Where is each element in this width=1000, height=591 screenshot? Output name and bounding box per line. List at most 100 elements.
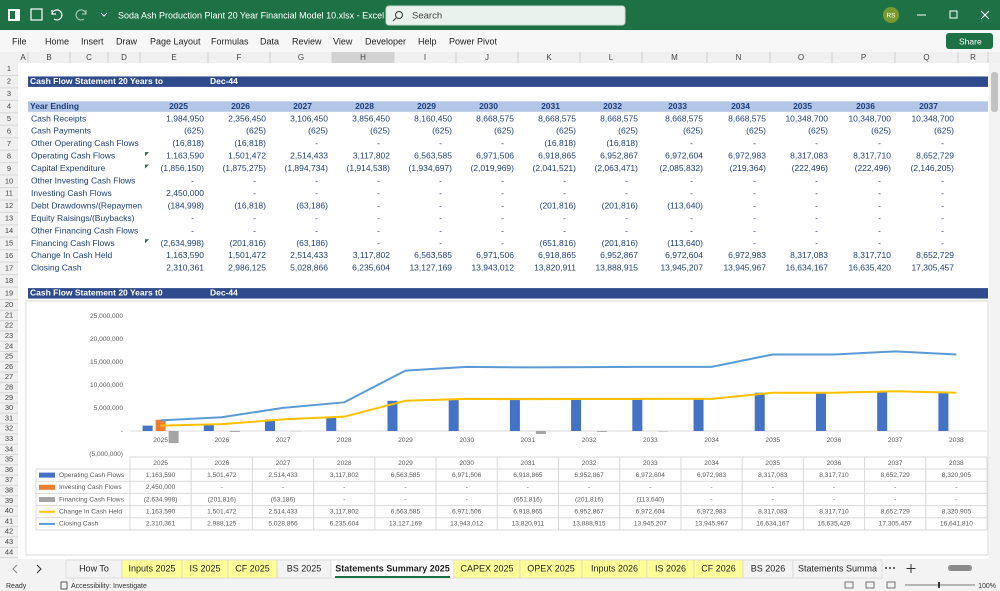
- normal-view[interactable]: [844, 581, 854, 589]
- cell-value[interactable]: (625): [432, 126, 452, 136]
- cell-value[interactable]: (1,856,150): [161, 163, 205, 173]
- cell-value[interactable]: -: [753, 225, 756, 235]
- cell-value[interactable]: 6,952,867: [600, 250, 638, 260]
- cell-value[interactable]: 8,652,729: [916, 151, 954, 161]
- column-header[interactable]: R: [970, 53, 976, 62]
- cell-value[interactable]: (16,818): [172, 138, 204, 148]
- cell-value[interactable]: 13,945,967: [723, 263, 766, 273]
- cell-value[interactable]: -: [377, 225, 380, 235]
- cell-value[interactable]: -: [501, 188, 504, 198]
- tab-scroll-right[interactable]: [36, 564, 42, 574]
- cell-value[interactable]: 3,106,450: [290, 113, 328, 123]
- row-header[interactable]: 36: [5, 465, 13, 474]
- row-header[interactable]: 14: [5, 226, 13, 235]
- row-header[interactable]: 12: [5, 201, 13, 210]
- column-header[interactable]: G: [298, 53, 304, 62]
- cell-value[interactable]: (1,914,538): [347, 163, 391, 173]
- cell-value[interactable]: -: [941, 138, 944, 148]
- cell-value[interactable]: (625): [556, 126, 576, 136]
- quick-access-menu[interactable]: [100, 12, 108, 17]
- cell-value[interactable]: (63,186): [296, 200, 328, 210]
- more-tabs[interactable]: [885, 567, 887, 569]
- cell-value[interactable]: 13,945,207: [660, 263, 703, 273]
- cell-value[interactable]: -: [753, 238, 756, 248]
- cell-value[interactable]: (1,894,734): [285, 163, 329, 173]
- row-header[interactable]: 13: [5, 214, 13, 223]
- cell-value[interactable]: 2,310,361: [166, 263, 204, 273]
- cell-value[interactable]: 13,127,169: [409, 263, 452, 273]
- row-header[interactable]: 3: [7, 89, 11, 98]
- cell-value[interactable]: 1,163,590: [166, 250, 204, 260]
- cell-value[interactable]: -: [878, 138, 881, 148]
- sheet-tab[interactable]: [792, 559, 883, 579]
- cell-value[interactable]: 2,450,000: [166, 188, 204, 198]
- restore-button[interactable]: [949, 10, 958, 19]
- search-box[interactable]: [385, 5, 626, 26]
- cell-value[interactable]: -: [501, 138, 504, 148]
- row-header[interactable]: 40: [5, 506, 13, 515]
- cell-value[interactable]: 8,317,083: [790, 151, 828, 161]
- cell-value[interactable]: (2,146,205): [911, 163, 955, 173]
- cell-value[interactable]: 1,163,590: [166, 151, 204, 161]
- cell-value[interactable]: 8,668,575: [665, 113, 703, 123]
- cell-value[interactable]: 10,348,700: [911, 113, 954, 123]
- cell-value[interactable]: 13,943,012: [471, 263, 514, 273]
- cell-value[interactable]: -: [878, 176, 881, 186]
- cell-value[interactable]: 6,972,604: [665, 151, 703, 161]
- cell-value[interactable]: -: [439, 176, 442, 186]
- cell-value[interactable]: -: [690, 176, 693, 186]
- cell-value[interactable]: -: [377, 213, 380, 223]
- cell-value[interactable]: -: [191, 176, 194, 186]
- row-header[interactable]: 39: [5, 496, 13, 505]
- cell-value[interactable]: 6,918,865: [538, 250, 576, 260]
- cell-value[interactable]: 2,986,125: [228, 263, 266, 273]
- cell-value[interactable]: (201,816): [230, 238, 267, 248]
- cell-value[interactable]: (16,818): [234, 200, 266, 210]
- cell-value[interactable]: (16,818): [544, 138, 576, 148]
- cell-value[interactable]: 1,984,950: [166, 113, 204, 123]
- cell-value[interactable]: (2,041,521): [533, 163, 577, 173]
- cell-value[interactable]: -: [878, 213, 881, 223]
- cell-value[interactable]: -: [690, 225, 693, 235]
- column-header[interactable]: M: [671, 53, 678, 62]
- row-header[interactable]: 30: [5, 403, 13, 412]
- row-header[interactable]: 38: [5, 486, 13, 495]
- row-header[interactable]: 2: [7, 77, 11, 86]
- more-tabs[interactable]: [889, 567, 891, 569]
- row-header[interactable]: 10: [5, 176, 13, 185]
- cell-value[interactable]: -: [501, 225, 504, 235]
- cell-value[interactable]: 6,972,983: [728, 250, 766, 260]
- cell-value[interactable]: (16,818): [606, 138, 638, 148]
- cell-value[interactable]: (625): [808, 126, 828, 136]
- cell-value[interactable]: 17,305,457: [911, 263, 954, 273]
- menu-item[interactable]: Page Layout: [150, 36, 201, 46]
- cell-value[interactable]: 10,348,700: [848, 113, 891, 123]
- cell-value[interactable]: 8,668,575: [600, 113, 638, 123]
- cell-value[interactable]: (2,019,969): [471, 163, 515, 173]
- cell-value[interactable]: -: [941, 225, 944, 235]
- cell-value[interactable]: 6,563,585: [414, 151, 452, 161]
- row-header[interactable]: 16: [5, 251, 13, 260]
- cell-value[interactable]: 10,348,700: [785, 113, 828, 123]
- row-header[interactable]: 43: [5, 537, 13, 546]
- cell-value[interactable]: -: [315, 188, 318, 198]
- redo-icon[interactable]: [75, 9, 87, 21]
- cell-value[interactable]: -: [253, 225, 256, 235]
- cell-value[interactable]: -: [625, 213, 628, 223]
- cell-value[interactable]: 8,668,575: [538, 113, 576, 123]
- cell-value[interactable]: 6,563,585: [414, 250, 452, 260]
- cell-value[interactable]: 8,160,450: [414, 113, 452, 123]
- cell-value[interactable]: -: [690, 188, 693, 198]
- cell-value[interactable]: -: [191, 213, 194, 223]
- cell-value[interactable]: -: [753, 176, 756, 186]
- cell-value[interactable]: -: [941, 213, 944, 223]
- row-header[interactable]: 18: [5, 276, 13, 285]
- cell-value[interactable]: -: [941, 176, 944, 186]
- column-header[interactable]: H: [360, 53, 366, 62]
- cell-value[interactable]: -: [439, 188, 442, 198]
- cell-value[interactable]: -: [377, 238, 380, 248]
- column-header[interactable]: Q: [923, 53, 929, 62]
- cell-value[interactable]: 2,356,450: [228, 113, 266, 123]
- close-button[interactable]: [980, 10, 990, 20]
- cell-value[interactable]: (2,085,832): [660, 163, 704, 173]
